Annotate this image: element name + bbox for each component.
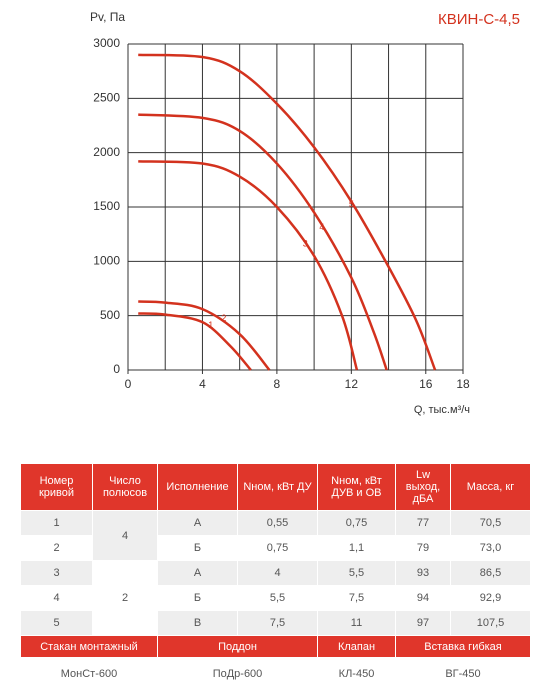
cell: 1,1	[317, 535, 396, 561]
cell: 2	[20, 535, 93, 561]
cell: 5	[20, 610, 93, 636]
curve	[138, 53, 437, 371]
x-tick-label: 4	[199, 377, 206, 391]
accessory-header: Стакан монтажный	[20, 635, 158, 658]
accessory-header: Поддон	[157, 635, 318, 658]
chart: КВИН-С-4,5 Pv, Па Q, тыс.м³/ч 0500100015…	[90, 10, 520, 416]
header-cell: Число полюсов	[92, 463, 158, 511]
cell: 79	[395, 535, 451, 561]
cell: 0,75	[237, 535, 318, 561]
y-tick-label: 0	[113, 362, 120, 376]
cell: 70,5	[450, 510, 531, 536]
header-cell: Масса, кг	[450, 463, 531, 511]
cell: 92,9	[450, 585, 531, 611]
x-tick-label: 12	[345, 377, 359, 391]
curve	[138, 160, 359, 371]
header-cell: Nном, кВт ДУВ и ОВ	[317, 463, 396, 511]
accessory-header: Вставка гибкая	[395, 635, 531, 658]
cell: 97	[395, 610, 451, 636]
y-tick-label: 2500	[93, 91, 120, 105]
y-tick-label: 2000	[93, 145, 120, 159]
cell: 0,75	[317, 510, 396, 536]
x-tick-label: 18	[456, 377, 470, 391]
cell: 2	[92, 560, 158, 636]
cell: В	[157, 610, 238, 636]
cell: А	[157, 510, 238, 536]
cell: 4	[92, 510, 158, 561]
chart-title: КВИН-С-4,5	[438, 11, 520, 28]
curve-label: 5	[349, 199, 354, 209]
curve-label: 3	[303, 239, 308, 249]
cell: 7,5	[317, 585, 396, 611]
x-axis-label: Q, тыс.м³/ч	[414, 404, 470, 416]
spec-table: Номер кривой Число полюсов Исполнение Nн…	[20, 463, 531, 691]
cell: 107,5	[450, 610, 531, 636]
header-cell: Исполнение	[157, 463, 238, 511]
x-tick-label: 8	[274, 377, 281, 391]
cell: 77	[395, 510, 451, 536]
cell: 11	[317, 610, 396, 636]
y-tick-label: 1000	[93, 254, 120, 268]
y-tick-label: 3000	[93, 36, 120, 50]
y-tick-label: 500	[100, 308, 120, 322]
curve-label: 1	[208, 320, 213, 330]
cell: А	[157, 560, 238, 586]
curve	[138, 300, 271, 371]
curve-label: 2	[221, 313, 226, 323]
curve	[138, 113, 388, 371]
header-cell: Номер кривой	[20, 463, 93, 511]
cell: 3	[20, 560, 93, 586]
cell: 1	[20, 510, 93, 536]
cell: 5,5	[237, 585, 318, 611]
x-tick-label: 0	[125, 377, 132, 391]
cell: 73,0	[450, 535, 531, 561]
accessory: МонСт-600	[20, 657, 158, 691]
accessory: КЛ-450	[317, 657, 396, 691]
header-cell: Nном, кВт ДУ	[237, 463, 318, 511]
curve	[138, 312, 252, 371]
cell: 4	[237, 560, 318, 586]
accessory: ВГ-450	[395, 657, 531, 691]
cell: 93	[395, 560, 451, 586]
cell: Б	[157, 535, 238, 561]
cell: Б	[157, 585, 238, 611]
accessory: ПоДр-600	[157, 657, 318, 691]
cell: 0,55	[237, 510, 318, 536]
cell: 4	[20, 585, 93, 611]
y-axis-label: Pv, Па	[90, 10, 125, 24]
y-tick-label: 1500	[93, 199, 120, 213]
cell: 7,5	[237, 610, 318, 636]
accessory-header: Клапан	[317, 635, 396, 658]
cell: 5,5	[317, 560, 396, 586]
cell: 94	[395, 585, 451, 611]
header-cell: Lw выход, дБА	[395, 463, 451, 511]
cell: 86,5	[450, 560, 531, 586]
curve-label: 4	[319, 222, 324, 232]
x-tick-label: 16	[419, 377, 433, 391]
